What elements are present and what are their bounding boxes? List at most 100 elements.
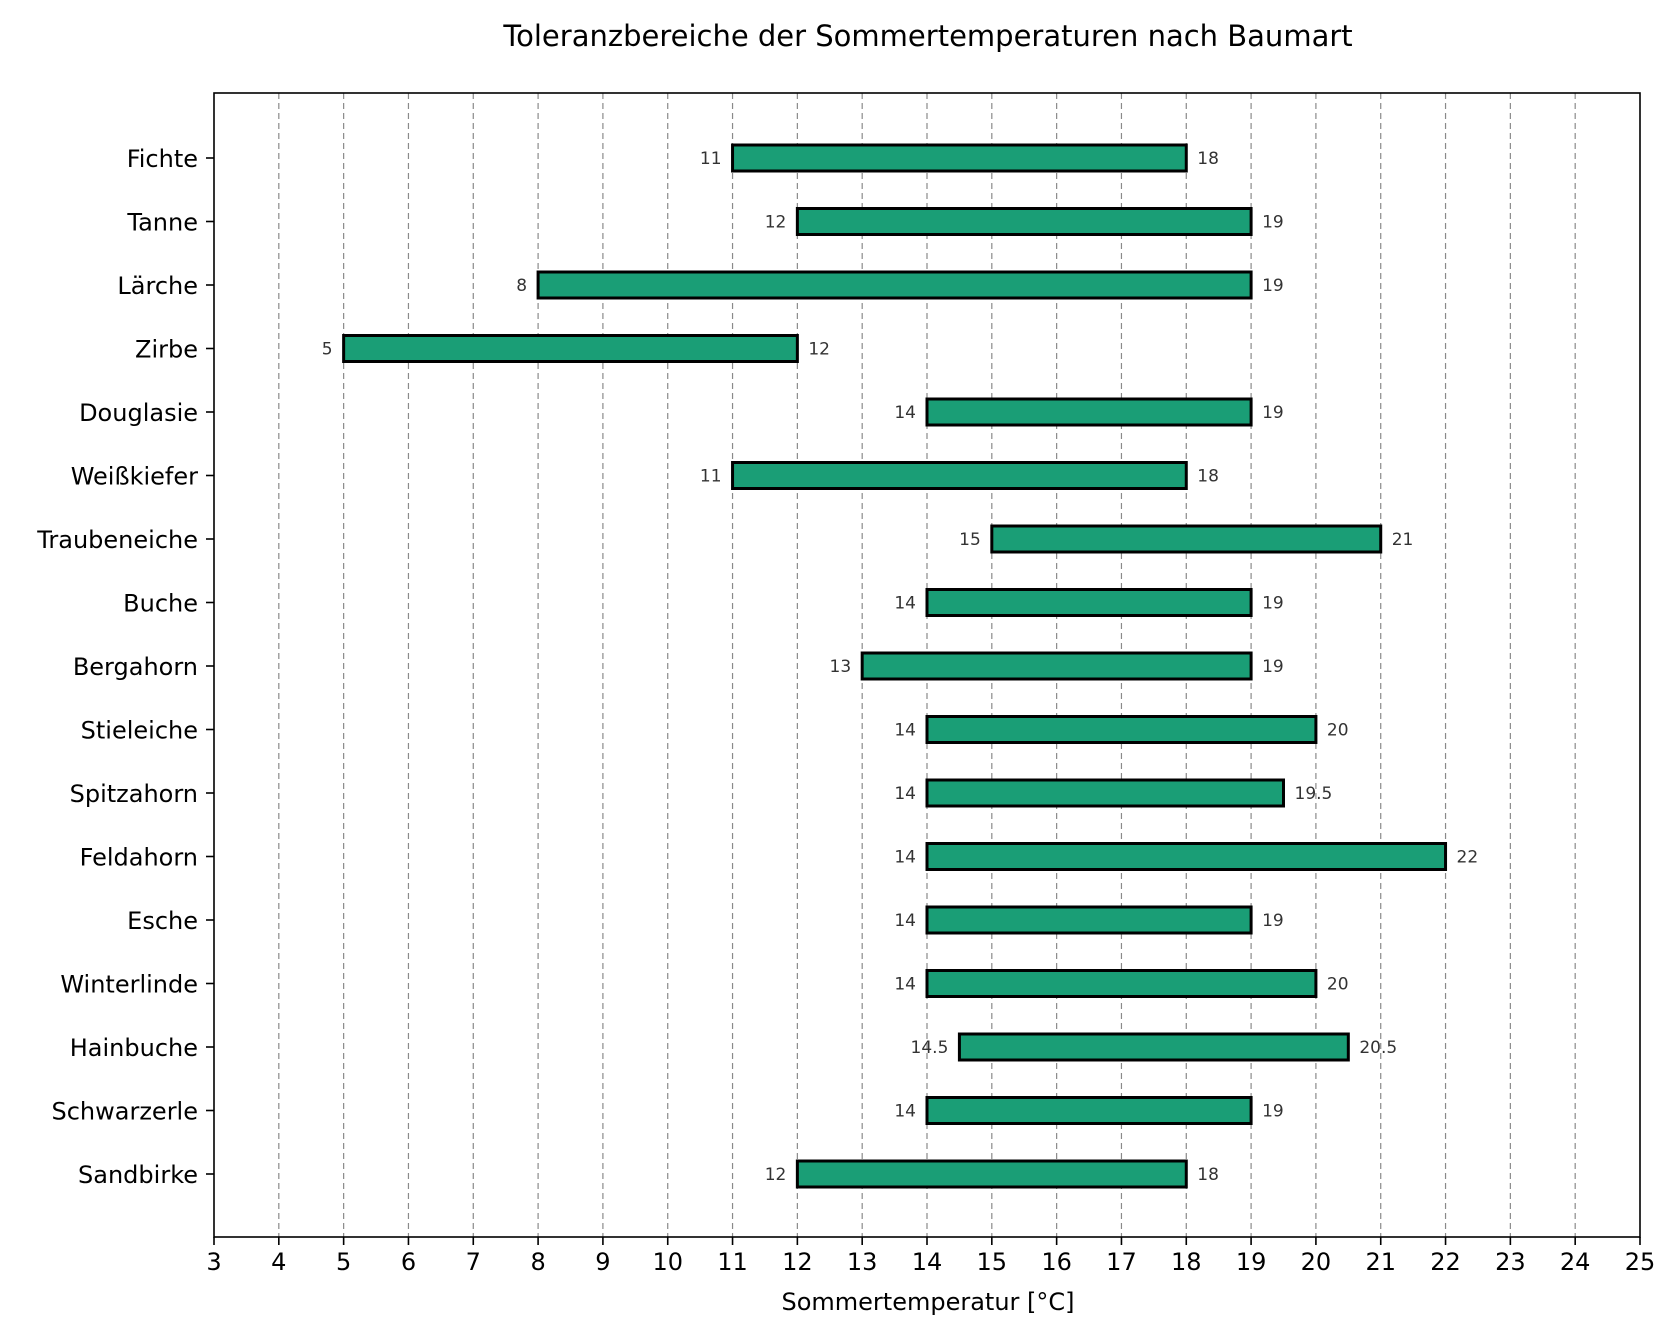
y-category-label: Sandbirke — [78, 1161, 198, 1189]
x-tick-label: 24 — [1560, 1248, 1591, 1276]
x-tick-label: 11 — [717, 1248, 748, 1276]
min-value-label: 11 — [700, 467, 722, 487]
x-tick-label: 12 — [782, 1248, 813, 1276]
y-category-label: Fichte — [127, 145, 198, 173]
x-tick-label: 6 — [401, 1248, 416, 1276]
range-bar — [925, 905, 1253, 935]
y-category-label: Zirbe — [135, 336, 198, 364]
y-axis: Fichte Tanne Lärche Zirbe Douglasie Weißkiefe… — [36, 145, 214, 1189]
y-category-label: Bergahorn — [73, 653, 198, 681]
y-category-label: Feldahorn — [80, 844, 198, 872]
range-bar — [990, 524, 1383, 554]
y-category-label: Stieleiche — [81, 717, 198, 745]
x-tick-label: 20 — [1301, 1248, 1332, 1276]
range-bar — [925, 1096, 1253, 1125]
range-bar — [957, 1032, 1350, 1062]
min-value-label: 14 — [894, 1102, 916, 1122]
max-value-label: 21 — [1392, 530, 1414, 550]
x-tick-label: 21 — [1365, 1248, 1396, 1276]
max-value-label: 19 — [1262, 911, 1284, 931]
range-bar — [342, 334, 799, 363]
range-bar — [731, 143, 1188, 173]
min-value-label: 12 — [765, 213, 787, 233]
range-bar — [925, 842, 1448, 871]
value-labels: 11 18 12 19 8 19 5 12 14 19 11 18 15 21 14 19 13 19 14 20 14… — [322, 149, 1478, 1185]
min-value-label: 14 — [894, 911, 916, 931]
y-category-label: Spitzahorn — [70, 780, 198, 808]
chart-title: Toleranzbereiche der Sommertemperaturen … — [502, 19, 1352, 53]
x-tick-label: 25 — [1625, 1248, 1656, 1276]
y-category-label: Traubeneiche — [36, 526, 198, 554]
min-value-label: 14 — [894, 403, 916, 423]
x-tick-label: 14 — [912, 1248, 943, 1276]
max-value-label: 19.5 — [1295, 784, 1333, 804]
max-value-label: 19 — [1262, 213, 1284, 233]
max-value-label: 20 — [1327, 721, 1349, 741]
y-category-label: Esche — [127, 907, 198, 935]
min-value-label: 5 — [322, 340, 333, 360]
max-value-label: 18 — [1197, 1165, 1219, 1185]
x-tick-label: 10 — [652, 1248, 683, 1276]
x-tick-label: 15 — [977, 1248, 1008, 1276]
max-value-label: 19 — [1262, 594, 1284, 614]
max-value-label: 19 — [1262, 403, 1284, 423]
range-bar — [925, 715, 1318, 744]
x-tick-label: 13 — [847, 1248, 878, 1276]
y-category-label: Lärche — [117, 272, 198, 300]
x-tick-label: 23 — [1495, 1248, 1526, 1276]
y-category-label: Weißkiefer — [71, 463, 198, 491]
x-tick-label: 22 — [1430, 1248, 1461, 1276]
min-value-label: 11 — [700, 149, 722, 169]
x-tick-label: 4 — [271, 1248, 286, 1276]
min-value-label: 14 — [894, 721, 916, 741]
max-value-label: 20 — [1327, 975, 1349, 995]
x-tick-label: 7 — [466, 1248, 481, 1276]
range-bar — [925, 588, 1253, 617]
max-value-label: 19 — [1262, 276, 1284, 296]
x-tick-label: 9 — [595, 1248, 610, 1276]
y-category-label: Winterlinde — [60, 971, 198, 999]
min-value-label: 15 — [959, 530, 981, 550]
x-axis: 3 4 5 6 7 8 9 10 11 12 13 14 15 16 17 18 19 20 21 22 23 24 25 — [206, 1237, 1655, 1276]
max-value-label: 18 — [1197, 467, 1219, 487]
max-value-label: 12 — [808, 340, 830, 360]
max-value-label: 19 — [1262, 1102, 1284, 1122]
range-bar — [795, 1159, 1188, 1189]
max-value-label: 19 — [1262, 657, 1284, 677]
x-tick-label: 18 — [1171, 1248, 1202, 1276]
x-axis-label: Sommertemperatur [°C] — [781, 1288, 1074, 1316]
y-category-label: Tanne — [126, 209, 198, 237]
min-value-label: 13 — [830, 657, 852, 677]
plot-frame — [213, 92, 1641, 1238]
x-tick-label: 5 — [336, 1248, 351, 1276]
x-tick-label: 19 — [1236, 1248, 1267, 1276]
y-category-label: Hainbuche — [70, 1034, 198, 1062]
max-value-label: 20.5 — [1359, 1038, 1397, 1058]
y-category-label: Douglasie — [79, 399, 198, 427]
range-bar — [731, 461, 1188, 490]
max-value-label: 18 — [1197, 149, 1219, 169]
bars — [342, 143, 1448, 1189]
range-bar — [795, 207, 1253, 236]
y-category-label: Buche — [123, 590, 198, 618]
range-bar — [860, 651, 1253, 681]
min-value-label: 14 — [894, 848, 916, 868]
x-tick-label: 17 — [1106, 1248, 1137, 1276]
range-bar — [536, 270, 1253, 300]
range-bar — [925, 969, 1318, 998]
x-tick-label: 8 — [530, 1248, 545, 1276]
range-bar — [925, 778, 1285, 808]
min-value-label: 12 — [765, 1165, 787, 1185]
range-bar — [925, 397, 1253, 427]
x-tick-label: 16 — [1041, 1248, 1072, 1276]
max-value-label: 22 — [1457, 848, 1479, 868]
min-value-label: 14.5 — [911, 1038, 949, 1058]
x-tick-label: 3 — [206, 1248, 221, 1276]
y-category-label: Schwarzerle — [51, 1098, 198, 1126]
min-value-label: 14 — [894, 784, 916, 804]
min-value-label: 14 — [894, 594, 916, 614]
min-value-label: 8 — [516, 276, 527, 296]
min-value-label: 14 — [894, 975, 916, 995]
